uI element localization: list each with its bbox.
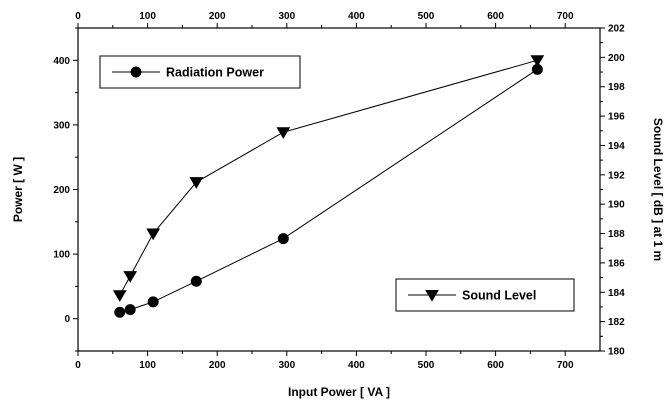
data-point <box>190 275 202 287</box>
left-y-axis-title: Power [ W ] <box>11 157 25 222</box>
x-tick-label-bottom: 300 <box>278 360 295 371</box>
data-point <box>276 127 291 139</box>
series-line <box>119 68 538 313</box>
axes: 0 0 100 100 200 200 300 300 400 400 500 500 600 600 70… <box>53 11 625 371</box>
x-tick-label-bottom: 200 <box>209 360 226 371</box>
x-tick-label-bottom: 600 <box>487 360 504 371</box>
x-tick-label-bottom: 700 <box>557 360 574 371</box>
data-point <box>277 233 289 245</box>
x-tick-label-top: 400 <box>348 11 365 22</box>
data-point <box>112 290 127 302</box>
data-point <box>147 296 159 308</box>
right-y-tick-label: 180 <box>608 347 625 358</box>
plot-series <box>112 55 545 318</box>
left-y-tick-label: 400 <box>53 56 70 67</box>
x-tick-label-bottom: 0 <box>75 360 81 371</box>
x-tick-label-top: 0 <box>75 11 81 22</box>
x-tick-label-top: 700 <box>557 11 574 22</box>
legend-label: Radiation Power <box>166 66 264 80</box>
x-tick-label-top: 200 <box>209 11 226 22</box>
x-tick-label-bottom: 400 <box>348 360 365 371</box>
right-y-tick-label: 192 <box>608 170 625 181</box>
series-line <box>119 59 538 296</box>
legend-marker <box>425 290 439 302</box>
x-tick-label-top: 600 <box>487 11 504 22</box>
data-point <box>124 304 136 316</box>
right-y-tick-label: 188 <box>608 229 625 240</box>
x-tick-label-top: 500 <box>418 11 435 22</box>
data-point <box>189 177 204 189</box>
legend-sound-level: Sound Level <box>395 278 575 312</box>
right-y-tick-label: 186 <box>608 258 625 269</box>
right-y-tick-label: 196 <box>608 112 625 123</box>
x-tick-label-top: 300 <box>278 11 295 22</box>
legend-label: Sound Level <box>462 289 536 303</box>
left-y-tick-label: 100 <box>53 250 70 261</box>
left-y-tick-label: 0 <box>64 314 70 325</box>
data-point <box>123 271 138 283</box>
legends: Radiation Power Sound Level <box>99 55 575 312</box>
legend-radiation-power: Radiation Power <box>99 55 301 89</box>
x-tick-label-top: 100 <box>139 11 156 22</box>
x-tick-label-bottom: 500 <box>418 360 435 371</box>
right-y-tick-label: 184 <box>608 288 625 299</box>
right-y-tick-label: 190 <box>608 200 625 211</box>
data-point <box>114 306 126 318</box>
x-tick-label-bottom: 100 <box>139 360 156 371</box>
right-y-tick-label: 182 <box>608 317 625 328</box>
legend-marker <box>130 66 142 78</box>
left-y-tick-label: 300 <box>53 120 70 131</box>
data-point <box>146 228 161 241</box>
right-y-tick-label: 194 <box>608 141 625 152</box>
right-y-tick-label: 200 <box>608 53 625 64</box>
right-y-tick-label: 198 <box>608 82 625 93</box>
x-axis-title: Input Power [ VA ] <box>288 385 390 399</box>
right-y-axis-title: Sound Level [ dB ] at 1 m <box>651 118 665 261</box>
left-y-tick-label: 200 <box>53 185 70 196</box>
series-sound-level <box>112 55 545 302</box>
right-y-tick-label: 202 <box>608 24 625 35</box>
data-point <box>530 55 545 67</box>
